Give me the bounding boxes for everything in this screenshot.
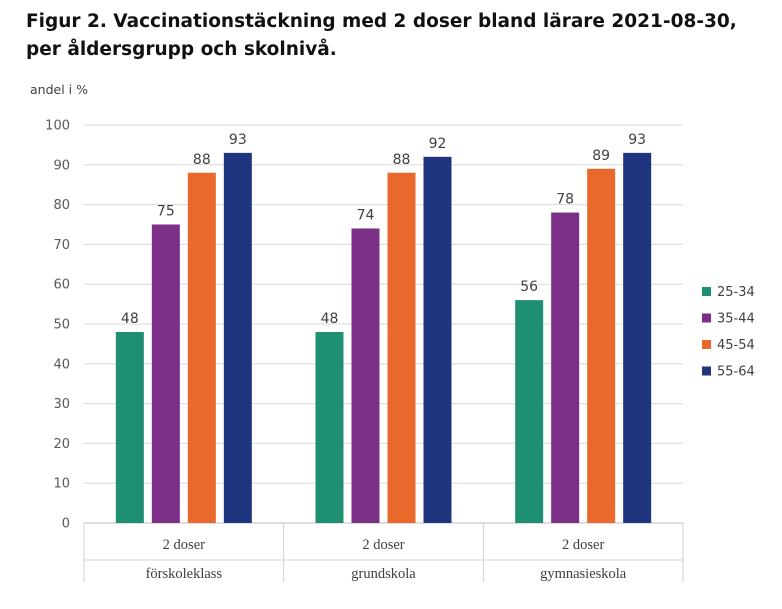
data-label: 93: [628, 132, 646, 148]
y-tick-label: 50: [53, 318, 70, 333]
x-category-label: förskoleklass: [146, 566, 223, 582]
bar: [423, 156, 452, 523]
bar: [515, 300, 544, 523]
data-label: 88: [193, 152, 211, 168]
legend-swatch: [702, 287, 711, 296]
y-tick-label: 100: [45, 119, 70, 134]
bar: [115, 331, 144, 523]
bar: [551, 212, 580, 523]
y-tick-label: 0: [62, 517, 70, 532]
y-tick-label: 40: [53, 357, 70, 372]
legend-label: 35-44: [717, 312, 755, 327]
x-category-label: 2 doser: [362, 537, 404, 553]
legend-swatch: [702, 340, 711, 349]
bar: [587, 168, 616, 523]
legend-label: 45-54: [717, 338, 755, 353]
y-tick-label: 90: [53, 158, 70, 173]
legend-swatch: [702, 366, 711, 376]
x-category-label: gymnasieskola: [540, 566, 627, 582]
bar: [223, 152, 252, 524]
figure-title: Figur 2. Vaccinationstäckning med 2 dose…: [26, 11, 737, 60]
x-category-label: grundskola: [351, 566, 416, 582]
data-label: 89: [592, 148, 610, 164]
data-label: 75: [157, 204, 175, 220]
data-label: 48: [121, 311, 139, 327]
bar: [151, 224, 180, 523]
data-label: 48: [321, 311, 339, 327]
data-labels: 48 75 88 93 48 74 88 92 56 78 89 93: [121, 132, 646, 327]
legend-label: 25-34: [717, 285, 755, 300]
bar: [187, 172, 216, 523]
y-tick-label: 30: [53, 397, 70, 412]
y-axis-ticks: 0 10 20 30 40 50 60 70 80 90 100: [45, 119, 70, 532]
y-tick-label: 80: [53, 198, 70, 213]
data-label: 74: [357, 207, 375, 223]
bar: [351, 228, 380, 524]
x-category-label: 2 doser: [163, 537, 205, 553]
gridlines: [84, 124, 683, 524]
bar: [387, 172, 416, 523]
bars: [115, 152, 652, 524]
data-label: 93: [229, 132, 247, 148]
y-tick-label: 70: [53, 238, 70, 253]
y-axis-label: andel i %: [30, 82, 88, 97]
legend-swatch: [702, 313, 711, 323]
y-tick-label: 20: [53, 437, 70, 452]
x-category-label: 2 doser: [562, 537, 604, 553]
data-label: 88: [393, 152, 411, 168]
y-tick-label: 60: [53, 278, 70, 293]
bar: [315, 331, 344, 523]
data-label: 92: [429, 136, 447, 152]
x-axis: 2 doser förskoleklass 2 doser grundskola 2 d…: [83, 523, 684, 582]
legend-label: 55-64: [717, 365, 755, 380]
bar: [623, 152, 652, 524]
data-label: 56: [520, 279, 538, 295]
legend: 25-34 35-44 45-54 55-64: [702, 285, 755, 380]
y-tick-label: 10: [53, 477, 70, 492]
data-label: 78: [556, 192, 574, 208]
